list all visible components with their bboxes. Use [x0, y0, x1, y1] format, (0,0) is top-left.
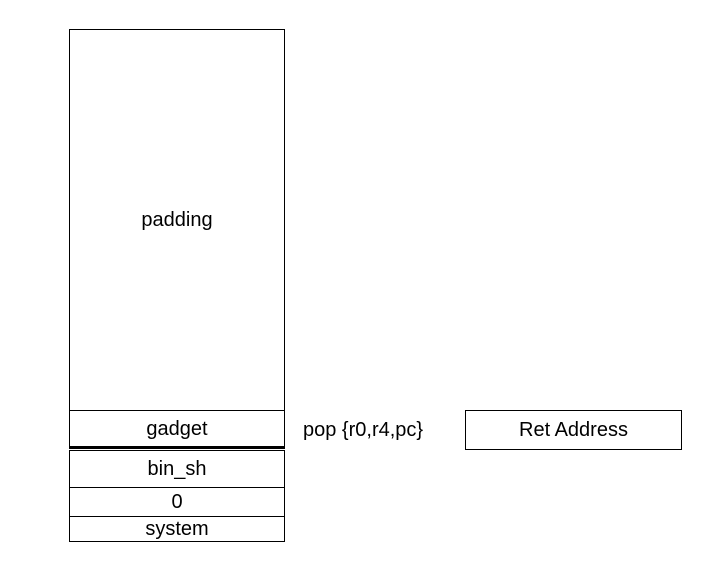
stack-cell-padding: padding	[69, 29, 285, 411]
stack-cell-zero: 0	[69, 487, 285, 517]
stack-cell-bin-sh: bin_sh	[69, 450, 285, 488]
padding-label: padding	[141, 209, 213, 231]
ret-address-box: Ret Address	[465, 410, 682, 450]
zero-label: 0	[171, 491, 183, 513]
stack-cell-system: system	[69, 516, 285, 542]
bin-sh-label: bin_sh	[147, 458, 207, 480]
ret-address-label: Ret Address	[519, 419, 628, 441]
system-label: system	[145, 518, 209, 540]
gadget-label: gadget	[146, 417, 208, 440]
stack-cell-gadget: gadget	[69, 410, 285, 449]
gadget-instruction-label: pop {r0,r4,pc}	[303, 419, 424, 441]
